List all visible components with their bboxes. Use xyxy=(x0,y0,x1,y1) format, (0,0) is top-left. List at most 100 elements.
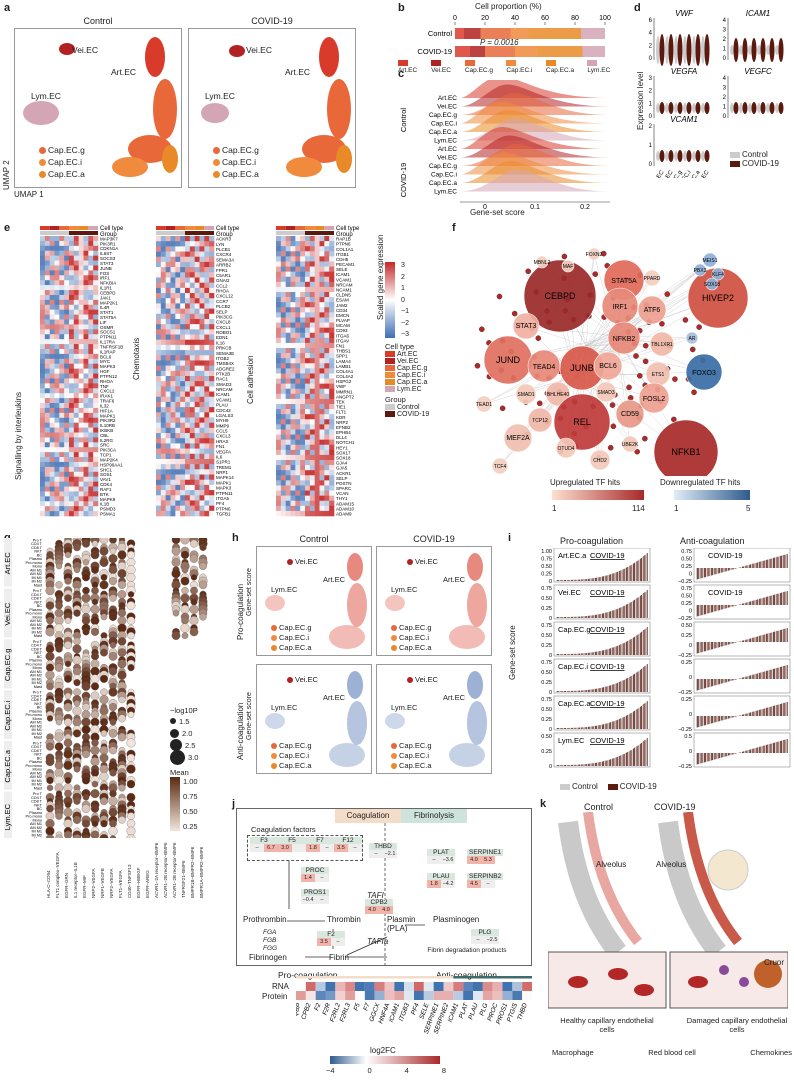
e-heat-cell xyxy=(175,365,181,372)
e-heat-cell xyxy=(156,407,162,413)
i-bar xyxy=(762,745,764,753)
e-heat-cell xyxy=(156,495,162,501)
i-bar xyxy=(603,650,604,655)
e-heat-cell xyxy=(156,464,162,470)
i-bar xyxy=(636,746,638,766)
i-bar xyxy=(697,679,698,691)
e-heat-cell xyxy=(209,453,215,460)
g-dot xyxy=(108,612,118,621)
e-heat-cell xyxy=(78,378,84,384)
i-bar xyxy=(639,669,641,692)
e-heat-cell xyxy=(189,287,195,294)
e-heat-cell xyxy=(64,491,70,497)
i-bar xyxy=(699,716,701,727)
e-heat-cell xyxy=(324,500,330,507)
e-heat-cell xyxy=(165,350,171,356)
e-heat-cell xyxy=(314,348,320,354)
e-heat-cell xyxy=(69,339,75,345)
e-heat-cell xyxy=(204,370,210,377)
e-heat-cell xyxy=(209,438,215,444)
e-heat-cell xyxy=(290,460,296,466)
j-fibrin-header: Fibrinolysis xyxy=(401,809,467,823)
e-heat-cell xyxy=(175,433,181,439)
e-heat-cell xyxy=(185,256,191,263)
i-bar xyxy=(762,597,764,605)
i-bar xyxy=(696,605,697,617)
e-heat-cell xyxy=(204,381,210,387)
e-heat-cell xyxy=(329,327,335,334)
e-heat-cell xyxy=(93,260,99,266)
e-heat-cell xyxy=(300,276,306,283)
e-heat-cell xyxy=(309,409,315,415)
e-heat-cell xyxy=(156,386,162,392)
e-heat-cell xyxy=(300,398,306,405)
j-fc-protein xyxy=(463,991,473,1000)
e-heat-cell xyxy=(319,490,325,496)
e-heat-cell xyxy=(185,236,191,242)
i-bar xyxy=(735,716,736,717)
e-heat-cell xyxy=(160,355,166,361)
e-heat-cell xyxy=(194,464,200,470)
e-heat-cell xyxy=(309,424,315,430)
e-heat-cell xyxy=(305,505,311,512)
i-ytick: 0 xyxy=(689,643,692,649)
e-heat-cell xyxy=(280,505,286,512)
g-dot xyxy=(82,776,90,785)
e-heat-cell xyxy=(209,293,215,299)
e-heat-cell xyxy=(88,407,94,414)
e-heat-cell xyxy=(199,318,205,325)
i-bar xyxy=(572,616,573,618)
e-heat-cell xyxy=(194,246,200,252)
e-heat-cell xyxy=(165,433,171,439)
e-heat-cell xyxy=(73,329,79,335)
f-tf-node xyxy=(527,349,561,383)
e-heat-cell xyxy=(165,334,171,341)
e-heat-cell xyxy=(285,465,291,471)
e-heat-cell xyxy=(199,251,205,258)
e-gene-label: NCAM1 xyxy=(336,288,352,293)
i-bar xyxy=(627,714,629,729)
e-heat-cell xyxy=(59,363,65,369)
d-ytick: 2 xyxy=(723,95,727,101)
e-heat-cell xyxy=(69,314,75,320)
j-fc-protein xyxy=(453,991,464,1000)
e-heat-cell xyxy=(300,271,306,278)
i-bar xyxy=(628,751,630,766)
e-heat-cell xyxy=(175,474,181,481)
e-heat-cell xyxy=(204,505,210,512)
e-heat-cell xyxy=(40,368,46,374)
e-heat-cell xyxy=(209,443,215,449)
i-bar xyxy=(719,716,720,722)
e-heat-cell xyxy=(83,240,89,247)
e-heat-cell xyxy=(305,429,311,435)
e-heat-cell xyxy=(324,465,330,471)
e-heat-cell xyxy=(64,363,70,369)
g-row-label: AM M2 xyxy=(30,623,42,627)
h-umap-label: Lym.EC xyxy=(271,703,298,712)
e-heat-cell xyxy=(175,293,181,299)
i-bar xyxy=(769,632,771,642)
g-row-label: CD4 T xyxy=(31,542,43,546)
e-heat-cell xyxy=(54,290,60,296)
e-heat-cell xyxy=(156,344,162,351)
i-bar xyxy=(725,753,727,757)
f-tf-label: CHD2 xyxy=(593,458,607,464)
g-dot xyxy=(99,772,109,782)
j-fc-rna xyxy=(355,982,365,991)
g-dot xyxy=(45,627,55,637)
j-fc-protein xyxy=(345,991,355,1000)
g-row-label: AM M2 xyxy=(30,775,42,779)
i-bar xyxy=(781,629,782,642)
e-heat-cell xyxy=(180,490,186,496)
i-bar xyxy=(773,594,774,605)
e-heat-cell xyxy=(78,260,84,266)
g-row-label: Plasmo xyxy=(29,608,42,612)
i-bar xyxy=(642,556,644,581)
e-heat-cell xyxy=(83,373,89,379)
d-violin-control xyxy=(683,36,687,64)
g-dot xyxy=(73,566,81,574)
f-tf-label: AR xyxy=(689,336,696,342)
e-heat-cell xyxy=(185,303,191,309)
i-bar xyxy=(717,753,719,759)
e-heat-cell xyxy=(170,241,176,247)
